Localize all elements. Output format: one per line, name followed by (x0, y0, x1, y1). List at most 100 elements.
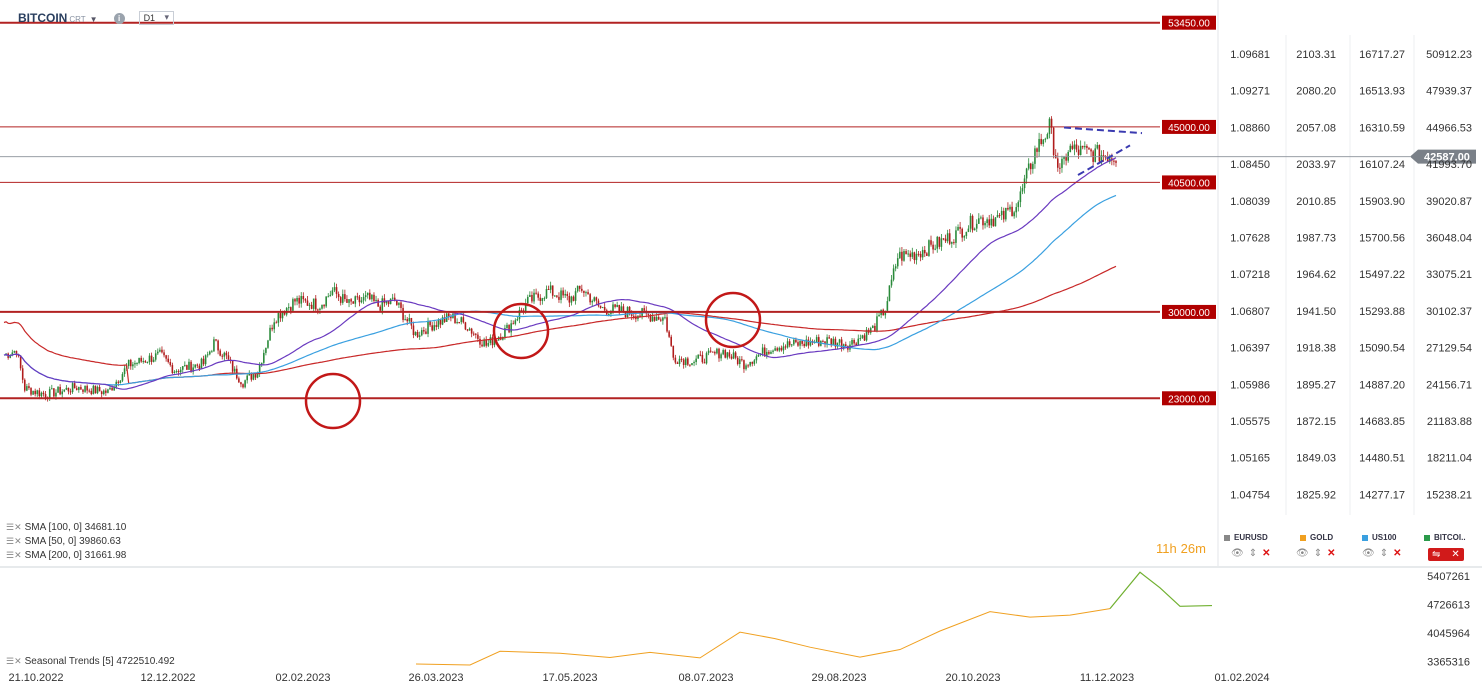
candle-body (21, 368, 24, 380)
candle-body (568, 295, 571, 303)
candle-body (344, 294, 346, 299)
triangle-drawing[interactable] (1063, 126, 1143, 176)
candle-body (437, 320, 440, 327)
candle-body (111, 387, 113, 391)
timeframe-select[interactable]: D1 (138, 11, 175, 25)
candle-body (632, 315, 635, 317)
candle-body (738, 359, 741, 365)
column-controls-bitcoin[interactable]: ⇋ ✕ (1428, 548, 1464, 561)
candle-body (822, 340, 824, 342)
seasonal-line (415, 608, 1111, 666)
candle-body (741, 359, 743, 361)
candle-body (1075, 144, 1078, 150)
candle-body (703, 362, 706, 364)
candle-body (998, 215, 1001, 217)
candle-body (188, 361, 190, 370)
candle-body (462, 317, 465, 323)
axis-label-eurusd: 1.06807 (1230, 306, 1270, 318)
price-level-label: 30000.00 (1168, 308, 1210, 319)
candle-body (535, 292, 537, 294)
candle-body (86, 385, 88, 391)
axis-label-us100: 14683.85 (1359, 416, 1405, 428)
candle-body (358, 296, 361, 303)
axis-label-bitcoin: 44966.53 (1426, 122, 1472, 134)
candle-body (217, 340, 219, 351)
candle-body (181, 366, 184, 370)
candle-body (63, 389, 66, 392)
axis-label-us100: 15090.54 (1359, 343, 1405, 355)
settings-icon[interactable]: ☰✕ (6, 656, 22, 666)
candle-body (770, 351, 772, 354)
candle-body (753, 360, 756, 364)
info-icon[interactable]: i (113, 12, 125, 24)
candle-body (493, 339, 496, 346)
settings-icon[interactable]: ☰✕ (6, 536, 22, 546)
candle-body (9, 355, 12, 358)
axis-label-bitcoin: 36048.04 (1426, 233, 1472, 245)
axis-label-us100: 15903.90 (1359, 196, 1405, 208)
seasonal-axis-label: 5407261 (1427, 571, 1470, 583)
candle-body (510, 323, 512, 333)
column-bitcoin[interactable]: BITCOI.. (1424, 533, 1466, 542)
candle-body (1106, 157, 1109, 162)
candle-body (433, 325, 436, 331)
price-level-tag[interactable] (1162, 391, 1216, 406)
indicator-seasonal[interactable]: ☰✕ Seasonal Trends [5] 4722510.492 (6, 656, 175, 667)
axis-label-bitcoin: 50912.23 (1426, 49, 1472, 61)
candle-body (520, 309, 523, 311)
candle-body (269, 327, 271, 341)
indicator-sma50[interactable]: ☰✕ SMA [50, 0] 39860.63 (6, 536, 121, 547)
candle-body (853, 339, 855, 344)
candle-body (1077, 149, 1080, 155)
axis-label-eurusd: 1.05575 (1230, 416, 1270, 428)
candle-body (69, 391, 72, 393)
candle-body (1071, 145, 1074, 149)
candle-body (213, 339, 215, 352)
column-gold[interactable]: GOLD (1300, 533, 1333, 542)
candle-body (129, 359, 132, 367)
price-level-tag[interactable] (1162, 304, 1216, 319)
column-controls-eurusd[interactable]: 👁 ⇕ ✕ (1231, 548, 1270, 559)
candle-body (144, 361, 147, 363)
annotation-circle[interactable] (492, 302, 550, 360)
column-controls-gold[interactable]: 👁 ⇕ ✕ (1296, 548, 1335, 559)
price-level-tag[interactable] (1162, 15, 1216, 30)
candle-body (204, 355, 207, 365)
candle-body (190, 361, 192, 372)
settings-icon[interactable]: ☰✕ (6, 522, 22, 532)
indicator-sma200[interactable]: ☰✕ SMA [200, 0] 31661.98 (6, 550, 127, 561)
annotation-circle[interactable] (704, 291, 762, 349)
candle-body (516, 319, 519, 321)
settings-icon[interactable]: ☰✕ (6, 550, 22, 560)
candle-body (389, 298, 392, 305)
candle-body (909, 253, 912, 257)
candle-body (260, 362, 263, 365)
candle-body (154, 353, 157, 360)
column-us100[interactable]: US100 (1362, 533, 1396, 542)
candle-body (373, 294, 375, 302)
candle-body (412, 325, 415, 336)
annotation-circle[interactable] (304, 372, 362, 430)
candle-body (826, 337, 828, 344)
candle-body (701, 354, 704, 363)
candle-body (184, 365, 186, 367)
column-controls-us100[interactable]: 👁 ⇕ ✕ (1362, 548, 1401, 559)
candle-body (1079, 145, 1082, 155)
price-level-tag[interactable] (1162, 175, 1216, 190)
candle-body (420, 330, 423, 336)
candle-body (391, 297, 394, 299)
column-eurusd[interactable]: EURUSD (1224, 533, 1268, 542)
candle-body (1090, 149, 1092, 152)
candle-body (1042, 139, 1045, 145)
candle-body (396, 300, 398, 305)
candle-body (934, 248, 936, 250)
candle-body (896, 258, 899, 267)
price-level-tag[interactable] (1162, 119, 1216, 134)
symbol-selector[interactable]: BITCOIN CRT ▼ (18, 11, 98, 25)
candle-body (761, 347, 764, 354)
axis-label-eurusd: 1.05986 (1230, 379, 1270, 391)
chevron-down-icon[interactable]: ▼ (89, 15, 98, 24)
candle-body (978, 218, 980, 224)
indicator-sma100[interactable]: ☰✕ SMA [100, 0] 34681.10 (6, 522, 127, 533)
